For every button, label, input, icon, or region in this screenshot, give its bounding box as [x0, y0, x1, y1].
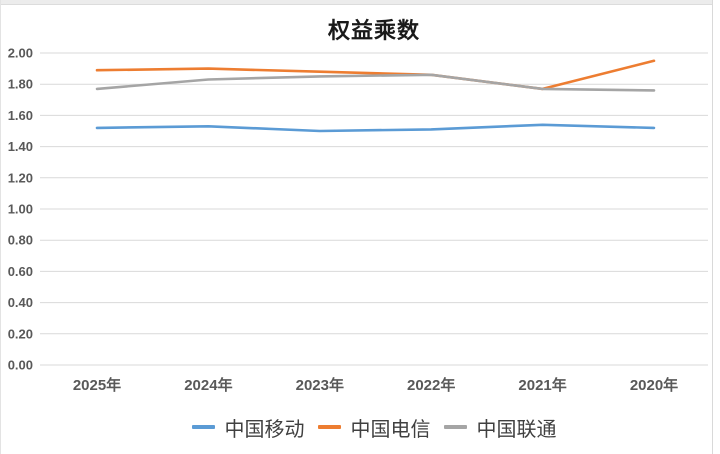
legend-line-swatch-china-unicom: [443, 425, 467, 429]
x-axis-labels-group: 2025年 2024年 2023年 2022年 2021年 2020年: [73, 376, 678, 394]
series-line-china-unicom: [95, 73, 656, 92]
x-tick-label: 2025年: [73, 376, 121, 394]
x-tick-label: 2024年: [184, 376, 232, 394]
y-tick-label: 1.40: [8, 139, 33, 154]
y-tick-label: 0.80: [8, 233, 33, 248]
series-line-china-telecom: [95, 59, 656, 91]
legend-item-china-mobile[interactable]: 中国移动: [191, 413, 305, 442]
chart-legend: 中国移动 中国电信 中国联通: [40, 409, 708, 445]
x-tick-label: 2020年: [630, 376, 678, 394]
y-tick-label: 0.60: [8, 264, 33, 279]
legend-item-china-telecom[interactable]: 中国电信: [317, 413, 431, 442]
legend-item-china-unicom[interactable]: 中国联通: [443, 413, 557, 442]
legend-line-swatch-china-mobile: [191, 425, 215, 429]
y-tick-label: 0.00: [8, 358, 33, 373]
top-edge-strip: [0, 0, 713, 5]
legend-line-swatch-china-telecom: [317, 425, 341, 429]
chart-title: 权益乘数: [327, 18, 420, 43]
y-tick-label: 1.00: [8, 202, 33, 217]
y-tick-label: 1.60: [8, 108, 33, 123]
legend-label-china-unicom: 中国联通: [476, 418, 557, 441]
x-tick-label: 2023年: [296, 376, 344, 394]
y-axis-labels-group: 0.00 0.20 0.40 0.60 0.80 1.00 1.20 1.40 1.60 1.80…: [8, 46, 33, 373]
left-border-line: [0, 0, 1, 454]
y-tick-label: 1.80: [8, 77, 33, 92]
y-tick-label: 2.00: [8, 46, 33, 61]
legend-label-china-mobile: 中国移动: [224, 418, 305, 441]
gridlines-group: [40, 52, 708, 366]
right-border-line: [712, 0, 713, 454]
y-tick-label: 0.40: [8, 295, 33, 310]
y-tick-label: 0.20: [8, 326, 33, 341]
x-tick-label: 2022年: [407, 376, 455, 394]
series-line-china-mobile: [95, 123, 656, 133]
series-lines-group: [95, 59, 656, 133]
legend-label-china-telecom: 中国电信: [350, 418, 431, 441]
x-tick-label: 2021年: [518, 376, 566, 394]
y-tick-label: 1.20: [8, 170, 33, 185]
